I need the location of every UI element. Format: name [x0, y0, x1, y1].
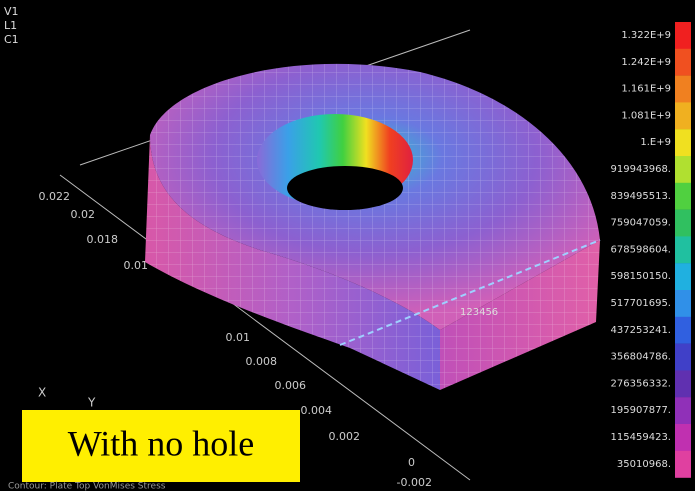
axis-label: 0: [408, 456, 415, 469]
legend-label: 839495513.: [611, 191, 671, 202]
legend-swatch: [675, 182, 691, 210]
legend-swatch: [675, 424, 691, 451]
legend-swatch: [675, 370, 691, 398]
legend-swatch: [675, 263, 691, 291]
axis-label: -0.002: [397, 476, 432, 489]
legend-swatch: [675, 209, 691, 237]
legend-label: 517701695.: [611, 298, 671, 309]
legend-swatch: [675, 75, 691, 103]
legend-label: 1.161E+9: [621, 84, 671, 95]
caption: With no hole: [68, 423, 255, 463]
legend-label: 1.081E+9: [621, 110, 671, 121]
legend-swatch: [675, 129, 691, 157]
legend-bars: 1.322E+9 1.242E+9 1.161E+9 1.081E+9 1.E+9 919…: [611, 22, 695, 480]
legend-swatch: [675, 316, 691, 344]
axis-label: 0.022: [39, 190, 71, 203]
node-label: 123456: [460, 307, 498, 318]
part: [145, 63, 601, 390]
legend-label: 356804786.: [611, 352, 671, 363]
legend-swatch: [675, 102, 691, 130]
legend-label: 759047059.: [611, 218, 671, 229]
header-line: V1: [4, 5, 19, 18]
axis-label: 0.02: [71, 208, 96, 221]
legend-swatch: [675, 236, 691, 264]
legend-swatch: [675, 290, 691, 317]
legend-label: 195907877.: [611, 405, 671, 416]
legend-swatch: [675, 343, 691, 371]
legend-swatch: [675, 450, 691, 478]
axis-label: 0.01: [124, 259, 149, 272]
axis-label: 0.01: [226, 331, 251, 344]
axis-label: 0.004: [301, 404, 333, 417]
legend-swatch: [675, 397, 691, 425]
legend-label: 598150150.: [611, 271, 671, 282]
axis-label: 0.006: [275, 379, 307, 392]
axis-label: 0.002: [329, 430, 361, 443]
legend-swatch: [675, 48, 691, 76]
axis-label: 0.008: [246, 355, 278, 368]
triad-x: X: [38, 386, 46, 400]
legend-label: 276356332.: [611, 378, 671, 389]
legend-label: 1.242E+9: [621, 57, 671, 68]
legend-label: 437253241.: [611, 325, 671, 336]
legend-swatch: [675, 22, 691, 49]
legend-label: 678598604.: [611, 244, 671, 255]
legend-swatch: [675, 156, 691, 183]
legend-label: 35010968.: [617, 459, 671, 470]
caption-box: [22, 410, 300, 482]
footer: Contour: Plate Top VonMises Stress: [8, 482, 166, 491]
legend-label: 1.322E+9: [621, 30, 671, 41]
legend-label: 1.E+9: [640, 137, 671, 148]
axis-label: 0.018: [87, 233, 119, 246]
legend-label: 115459423.: [611, 432, 671, 443]
triad-y: Y: [87, 396, 96, 410]
header-line: C1: [4, 33, 19, 46]
header-line: L1: [4, 19, 17, 32]
legend-label: 919943968.: [611, 164, 671, 175]
